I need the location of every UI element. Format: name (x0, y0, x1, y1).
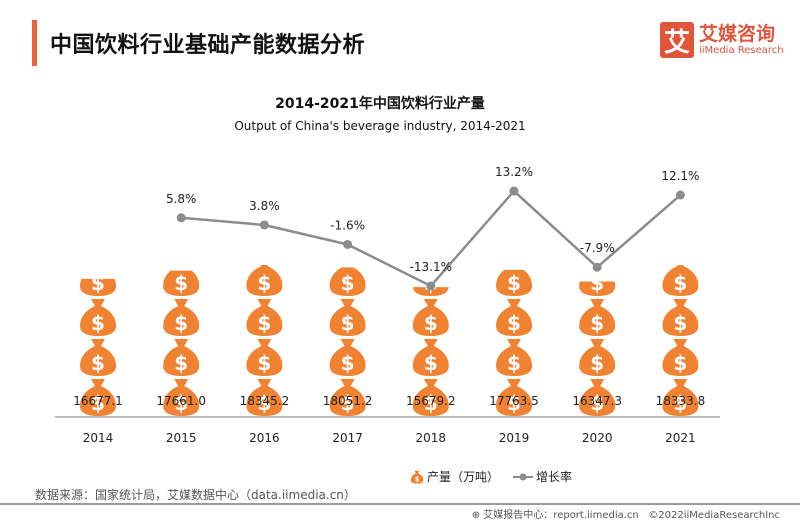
growth-point-2018 (426, 281, 436, 291)
bar-2021 (662, 219, 699, 416)
money-bag-icon (329, 339, 366, 376)
money-bag-icon (662, 265, 699, 296)
growth-label: 12.1% (661, 169, 699, 183)
money-bag-icon (246, 299, 283, 336)
bar-value-label: 16677.1 (73, 394, 123, 408)
line-marker-icon (513, 473, 534, 480)
money-bag-icon (163, 299, 200, 336)
x-tick-label: 2016 (249, 431, 280, 445)
money-bag-icon (246, 339, 283, 376)
bar-2019 (496, 219, 532, 416)
growth-label: -7.9% (580, 241, 615, 255)
money-bag-icon (662, 219, 698, 256)
growth-point-2020 (592, 262, 602, 272)
growth-label: 13.2% (495, 165, 533, 179)
globe-icon: ⊕ (471, 510, 481, 520)
money-bag-icon (496, 219, 532, 256)
x-tick-label: 2019 (499, 431, 530, 445)
logo-icon: 艾 (660, 22, 694, 58)
copyright: ©2022iiMediaResearchInc (648, 510, 780, 520)
money-bag-icon (80, 219, 116, 256)
x-tick-label: 2014 (83, 431, 114, 445)
money-bag-icon (662, 299, 699, 336)
money-bag-icon (80, 339, 116, 376)
growth-point-2019 (509, 186, 519, 196)
money-bag-icon (80, 278, 116, 296)
growth-point-2017 (343, 239, 353, 249)
bar-value-label: 18333.8 (656, 394, 706, 408)
divider (0, 503, 800, 505)
money-bag-icon (80, 299, 116, 336)
bar-2018 (412, 219, 449, 416)
logo-en: iiMedia Research (699, 45, 784, 56)
data-source: 数据来源：国家统计局，艾媒数据中心（data.iimedia.cn） (35, 488, 356, 502)
x-tick-label: 2021 (665, 431, 696, 445)
bar-2014 (80, 219, 116, 416)
x-tick-label: 2017 (332, 431, 363, 445)
logo-cn: 艾媒咨询 (699, 23, 776, 45)
money-bag-icon (579, 299, 616, 336)
money-bag-icon (496, 299, 532, 336)
money-bag-icon (412, 339, 449, 376)
bar-value-label: 18051.2 (323, 394, 373, 408)
bar-value-label: 17661.0 (156, 394, 206, 408)
growth-point-2021 (675, 190, 685, 200)
money-bag-icon (163, 219, 199, 256)
growth-label: -13.1% (410, 260, 452, 274)
x-tick-label: 2018 (416, 431, 447, 445)
bar-2015 (163, 219, 200, 416)
growth-point-2015 (176, 213, 186, 223)
growth-label: 5.8% (166, 192, 197, 206)
growth-label: 3.8% (249, 199, 280, 213)
chart-title: 2014-2021年中国饮料行业产量 (275, 96, 485, 112)
money-bag-icon (329, 299, 366, 336)
footer-info: ⊕ 艾媒报告中心：report.iimedia.cn ©2022iiMediaR… (472, 506, 780, 520)
money-bag-icon (412, 299, 449, 336)
legend: 产量（万吨） 增长率 (410, 468, 572, 485)
bar-value-label: 16347.3 (572, 394, 622, 408)
money-bag-icon (579, 339, 616, 376)
money-bag-icon (413, 219, 449, 256)
bar-2016 (246, 265, 283, 416)
logo: 艾 艾媒咨询 iiMedia Research (660, 22, 784, 58)
x-tick-label: 2015 (166, 431, 197, 445)
legend-item-growth: 增长率 (513, 468, 572, 485)
growth-label: -1.6% (330, 218, 365, 232)
chart-subtitle: Output of China's beverage industry, 201… (234, 119, 526, 133)
money-bag-icon (163, 339, 200, 376)
bar-value-label: 15679.2 (406, 394, 456, 408)
report-link[interactable]: 艾媒报告中心：report.iimedia.cn (483, 510, 639, 520)
money-bag-icon (329, 267, 366, 296)
title-accent-bar (32, 20, 37, 66)
money-bag-icon (410, 470, 424, 484)
money-bag-icon (246, 265, 283, 296)
money-bag-icon (662, 339, 699, 376)
bar-value-label: 18345.2 (240, 394, 290, 408)
money-bag-icon (496, 269, 532, 296)
money-bag-icon (496, 339, 532, 376)
growth-point-2016 (259, 220, 269, 230)
legend-item-output: 产量（万吨） (410, 468, 499, 485)
money-bag-icon (163, 270, 200, 296)
bar-value-label: 17763.5 (489, 394, 539, 408)
x-tick-label: 2020 (582, 431, 613, 445)
page-title: 中国饮料行业基础产能数据分析 (50, 33, 366, 58)
